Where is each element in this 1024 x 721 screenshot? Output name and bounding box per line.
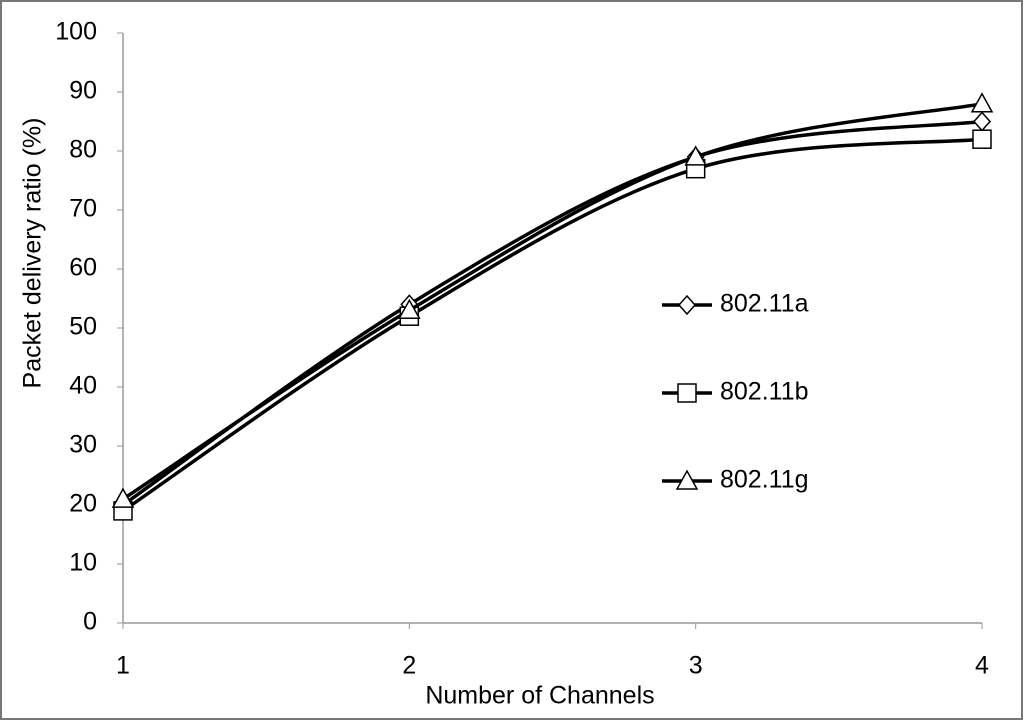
x-axis-title: Number of Channels xyxy=(425,682,654,710)
legend-marker xyxy=(675,469,699,490)
marker xyxy=(970,92,994,113)
y-tick-label: 10 xyxy=(69,549,97,577)
y-tick-label: 100 xyxy=(55,18,97,46)
y-tick-label: 70 xyxy=(69,195,97,223)
series-line xyxy=(122,137,983,513)
x-tick-label: 3 xyxy=(689,652,703,680)
y-tick-label: 60 xyxy=(69,254,97,282)
legend-label: 802.11b xyxy=(720,378,809,406)
series-line xyxy=(122,102,983,501)
y-tick-label: 20 xyxy=(69,490,97,518)
legend-label: 802.11a xyxy=(720,290,809,318)
y-tick-label: 90 xyxy=(69,77,97,105)
y-tick-label: 40 xyxy=(69,372,97,400)
legend-label: 802.11g xyxy=(720,466,809,494)
y-axis-title: Packet delivery ratio (%) xyxy=(19,118,47,389)
x-tick-label: 1 xyxy=(116,652,130,680)
y-tick-label: 30 xyxy=(69,431,97,459)
y-tick-label: 50 xyxy=(69,313,97,341)
y-tick-label: 80 xyxy=(69,136,97,164)
marker xyxy=(684,145,707,166)
marker xyxy=(972,129,992,149)
legend-marker xyxy=(677,383,697,403)
x-tick-label: 2 xyxy=(402,652,416,680)
marker xyxy=(111,487,135,508)
y-tick-label: 0 xyxy=(83,608,97,636)
legend-marker xyxy=(677,294,697,316)
marker xyxy=(398,298,421,320)
x-tick-label: 4 xyxy=(975,652,989,680)
